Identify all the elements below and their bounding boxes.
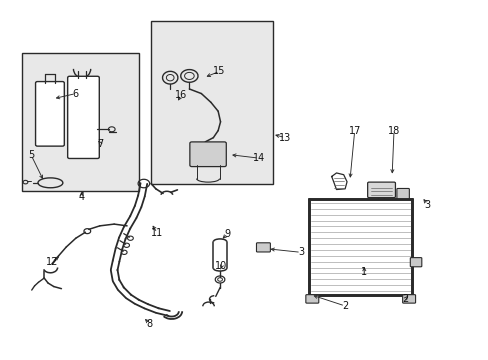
Text: 18: 18 — [387, 126, 399, 136]
Bar — [21, 53, 139, 190]
FancyBboxPatch shape — [396, 189, 408, 199]
FancyBboxPatch shape — [67, 76, 99, 158]
Text: 8: 8 — [146, 319, 152, 329]
FancyBboxPatch shape — [409, 258, 421, 267]
Text: 7: 7 — [98, 139, 103, 149]
FancyBboxPatch shape — [402, 294, 415, 303]
Text: 14: 14 — [252, 153, 264, 163]
Text: 5: 5 — [28, 150, 34, 160]
FancyBboxPatch shape — [367, 182, 395, 198]
Text: 13: 13 — [279, 133, 291, 143]
Text: 2: 2 — [341, 301, 347, 311]
Text: 1: 1 — [361, 267, 366, 277]
Text: 4: 4 — [79, 192, 84, 202]
Text: 10: 10 — [215, 261, 227, 271]
Text: 9: 9 — [224, 229, 230, 239]
Text: 3: 3 — [424, 200, 430, 210]
FancyBboxPatch shape — [189, 142, 226, 167]
FancyBboxPatch shape — [36, 82, 64, 146]
FancyBboxPatch shape — [305, 294, 318, 303]
Text: 6: 6 — [73, 89, 79, 99]
Text: 15: 15 — [213, 66, 225, 76]
FancyBboxPatch shape — [256, 243, 270, 252]
Text: 11: 11 — [151, 228, 163, 238]
Text: 2: 2 — [402, 294, 408, 304]
Bar — [308, 199, 411, 294]
Text: 17: 17 — [348, 126, 360, 136]
Text: 12: 12 — [45, 257, 58, 267]
Text: 3: 3 — [297, 247, 304, 257]
Text: 16: 16 — [175, 90, 187, 100]
Bar — [151, 21, 273, 184]
